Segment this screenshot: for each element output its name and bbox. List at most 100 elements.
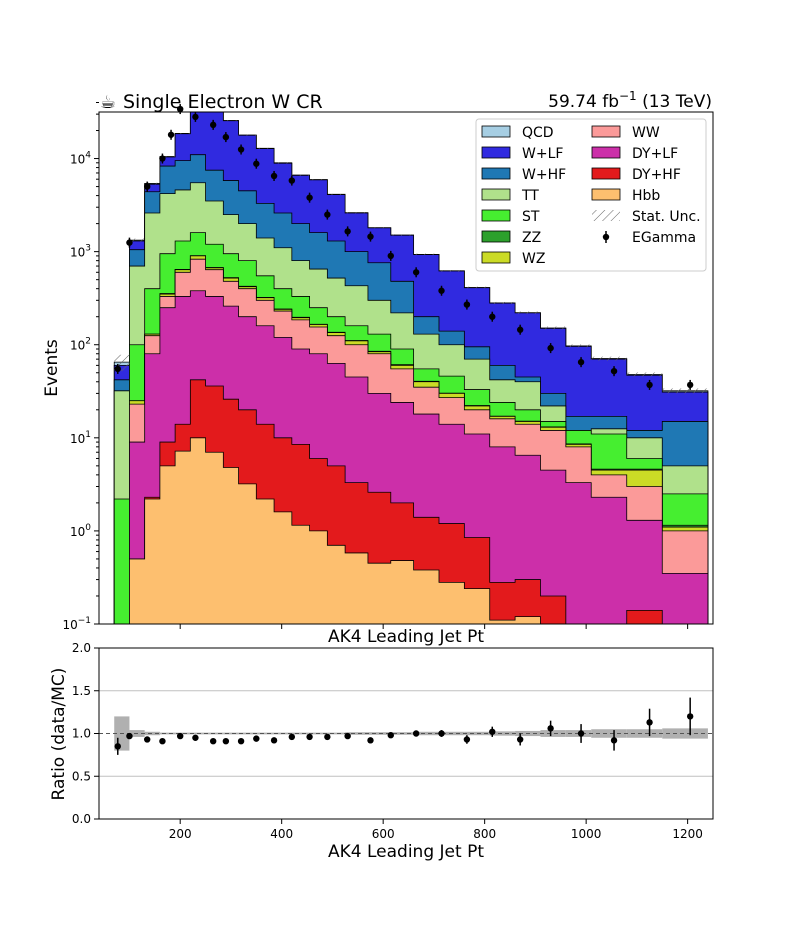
y-tick-label: 101 <box>70 430 91 446</box>
stack-outline-hbb <box>129 437 541 624</box>
ratio-point <box>176 732 184 740</box>
legend-label: QCD <box>522 125 554 141</box>
data-point <box>306 194 313 201</box>
data-point <box>577 358 585 366</box>
ratio-point <box>222 737 230 745</box>
data-point <box>237 146 245 153</box>
ratio-grid <box>99 690 713 777</box>
ratio-point <box>646 719 653 726</box>
ratio-point <box>387 732 394 739</box>
ratio-x-tick-label: 1200 <box>672 827 703 841</box>
legend-label: Hbb <box>632 188 660 204</box>
legend-label: DY+LF <box>632 146 678 162</box>
ratio-axes: 0.0 0.5 1.0 1.5 2.0 200 400 600 800 1000 1200 <box>72 641 703 841</box>
legend-entry-hbb: Hbb <box>591 188 660 204</box>
ratio-x-tick-label: 800 <box>473 827 496 841</box>
ratio-point <box>344 732 351 740</box>
ratio-point <box>126 732 133 740</box>
ratio-points <box>114 697 694 755</box>
data-point <box>324 211 331 218</box>
legend-swatch <box>481 188 511 201</box>
stat-unc-bin <box>345 212 368 214</box>
legend-label: WZ <box>522 251 545 267</box>
data-point <box>463 301 471 308</box>
ratio-band-bin <box>291 732 310 735</box>
data-point <box>144 183 151 190</box>
ratio-band-bin <box>413 731 439 736</box>
ratio-point <box>463 736 471 743</box>
stack-outline-ww <box>129 258 709 624</box>
ratio-point <box>192 734 199 741</box>
ratio-band-bin <box>175 732 191 735</box>
ratio-point <box>288 733 296 741</box>
ratio-plot: 0.0 0.5 1.0 1.5 2.0 200 400 600 800 1000 1200 Rati… <box>49 641 714 862</box>
data-point <box>489 313 496 320</box>
stat-unc-bin <box>464 286 490 289</box>
legend-entry-zz: ZZ <box>481 230 541 246</box>
legend-label: W+LF <box>522 146 563 162</box>
ratio-point <box>577 730 585 737</box>
data-point <box>516 326 524 333</box>
data-point <box>114 365 121 373</box>
stat-unc-bin <box>327 193 346 195</box>
data-point <box>438 287 445 294</box>
y-axis-label: Events <box>42 339 62 397</box>
ratio-point <box>547 725 554 732</box>
data-point <box>610 367 618 375</box>
stat-unc-bin <box>565 344 592 348</box>
legend-swatch-hatch <box>592 210 620 221</box>
coffee-cup-icon: ☕ <box>100 92 116 113</box>
stat-unc-bin <box>662 388 708 394</box>
ratio-point <box>253 735 260 742</box>
legend-swatch <box>591 125 621 138</box>
stat-unc-bin <box>515 311 541 314</box>
stat-unc-bin <box>175 133 191 135</box>
legend-entry-wz: WZ <box>481 251 545 267</box>
ratio-point <box>686 713 694 720</box>
legend-swatch <box>591 167 621 180</box>
y-tick-label: 100 <box>70 523 91 539</box>
stat-unc-bin <box>238 134 257 136</box>
ratio-band-bin <box>256 732 275 735</box>
ratio-frame <box>98 647 714 820</box>
ratio-y-tick-label: 2.0 <box>72 641 91 655</box>
data-point <box>270 172 278 180</box>
chart-title: Single Electron W CR <box>123 91 323 113</box>
stat-unc-bin <box>256 147 275 149</box>
ratio-y-axis-label: Ratio (data/MC) <box>49 668 69 801</box>
ratio-point <box>237 737 245 745</box>
legend-label: WW <box>632 125 660 141</box>
legend-entry-st: ST <box>481 209 540 225</box>
legend-entry-dy-hf: DY+HF <box>591 167 681 183</box>
legend-label: DY+HF <box>632 167 681 183</box>
stat-unc-bin <box>438 270 465 272</box>
main-plot: 10−1 100 101 102 103 104 Events AK4 Leading J… <box>42 101 714 647</box>
stack-outline-tt <box>113 182 709 624</box>
ratio-band-bin <box>159 732 176 735</box>
ratio-y-tick-label: 1.0 <box>72 727 91 741</box>
ratio-point <box>412 730 420 737</box>
ratio-band-bin <box>345 732 368 735</box>
legend-label: Stat. Unc. <box>632 209 701 225</box>
stat-unc-bin <box>367 227 391 229</box>
ratio-point <box>144 736 151 743</box>
stat-unc-bin <box>309 179 328 181</box>
legend-swatch <box>481 251 511 264</box>
ratio-point <box>489 728 496 735</box>
stat-unc-bin <box>489 301 516 304</box>
legend-entry-tt: TT <box>481 188 539 204</box>
legend: QCD W+LF W+HF TT ST ZZ WZ WW DY+LF DY+HF Hbb Stat. … <box>475 118 707 272</box>
ratio-point <box>610 737 618 744</box>
ratio-y-tick-label: 1.5 <box>72 684 91 698</box>
data-point <box>167 131 175 138</box>
data-point <box>547 344 554 352</box>
legend-swatch <box>481 209 511 222</box>
legend-swatch <box>591 146 621 159</box>
stat-unc-bin <box>390 234 414 236</box>
legend-entry-egamma: EGamma <box>602 230 696 246</box>
y-tick-label: 104 <box>70 151 91 167</box>
data-point <box>646 381 653 389</box>
ratio-point <box>159 737 166 745</box>
data-point <box>209 121 217 129</box>
stack-outline-dy-lf <box>129 290 709 624</box>
